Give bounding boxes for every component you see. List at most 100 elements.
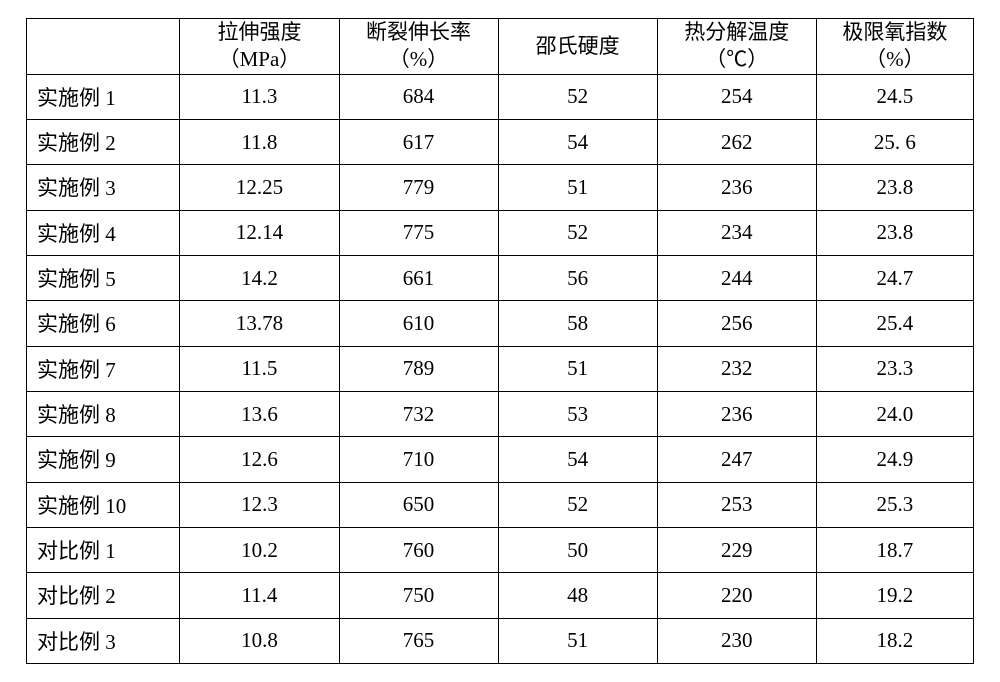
- cell-elongation: 710: [339, 437, 498, 482]
- header-unit: （℃）: [658, 46, 816, 73]
- cell-decomp-temp: 232: [657, 346, 816, 391]
- header-label: 拉伸强度: [180, 19, 338, 46]
- cell-elongation: 650: [339, 482, 498, 527]
- cell-tensile: 12.3: [180, 482, 339, 527]
- cell-tensile: 11.5: [180, 346, 339, 391]
- table-body: 实施例 111.36845225424.5实施例 211.86175426225…: [27, 74, 974, 663]
- cell-tensile: 11.4: [180, 573, 339, 618]
- cell-shore: 53: [498, 391, 657, 436]
- cell-loi: 24.0: [816, 391, 973, 436]
- table-row: 对比例 211.47504822019.2: [27, 573, 974, 618]
- cell-shore: 58: [498, 301, 657, 346]
- row-label: 实施例 8: [27, 391, 180, 436]
- cell-shore: 51: [498, 165, 657, 210]
- header-unit: （%）: [340, 46, 498, 73]
- cell-shore: 56: [498, 255, 657, 300]
- cell-tensile: 13.78: [180, 301, 339, 346]
- table-row: 实施例 711.57895123223.3: [27, 346, 974, 391]
- cell-decomp-temp: 234: [657, 210, 816, 255]
- cell-loi: 19.2: [816, 573, 973, 618]
- cell-loi: 24.7: [816, 255, 973, 300]
- row-label: 实施例 10: [27, 482, 180, 527]
- row-label: 实施例 6: [27, 301, 180, 346]
- cell-loi: 24.9: [816, 437, 973, 482]
- cell-elongation: 661: [339, 255, 498, 300]
- cell-tensile: 10.8: [180, 618, 339, 663]
- table-row: 实施例 111.36845225424.5: [27, 74, 974, 119]
- cell-elongation: 765: [339, 618, 498, 663]
- cell-decomp-temp: 244: [657, 255, 816, 300]
- cell-loi: 24.5: [816, 74, 973, 119]
- cell-loi: 23.8: [816, 210, 973, 255]
- table-row: 实施例 312.257795123623.8: [27, 165, 974, 210]
- cell-shore: 50: [498, 527, 657, 572]
- cell-decomp-temp: 254: [657, 74, 816, 119]
- table-row: 实施例 1012.36505225325.3: [27, 482, 974, 527]
- table-row: 实施例 813.67325323624.0: [27, 391, 974, 436]
- cell-loi: 25.4: [816, 301, 973, 346]
- cell-shore: 54: [498, 119, 657, 164]
- header-unit: （%）: [817, 46, 973, 73]
- cell-decomp-temp: 256: [657, 301, 816, 346]
- table-row: 实施例 211.86175426225. 6: [27, 119, 974, 164]
- header-label: 热分解温度: [658, 19, 816, 46]
- cell-shore: 52: [498, 210, 657, 255]
- cell-tensile: 10.2: [180, 527, 339, 572]
- cell-shore: 51: [498, 346, 657, 391]
- cell-shore: 48: [498, 573, 657, 618]
- cell-shore: 52: [498, 482, 657, 527]
- cell-elongation: 760: [339, 527, 498, 572]
- cell-elongation: 750: [339, 573, 498, 618]
- cell-loi: 23.3: [816, 346, 973, 391]
- row-label: 实施例 7: [27, 346, 180, 391]
- table-row: 对比例 310.87655123018.2: [27, 618, 974, 663]
- cell-decomp-temp: 236: [657, 165, 816, 210]
- cell-decomp-temp: 247: [657, 437, 816, 482]
- table-row: 实施例 514.26615624424.7: [27, 255, 974, 300]
- cell-decomp-temp: 253: [657, 482, 816, 527]
- cell-shore: 54: [498, 437, 657, 482]
- cell-elongation: 775: [339, 210, 498, 255]
- cell-tensile: 12.14: [180, 210, 339, 255]
- table-row: 实施例 912.67105424724.9: [27, 437, 974, 482]
- header-shore: 邵氏硬度: [498, 19, 657, 75]
- material-properties-table: 拉伸强度 （MPa） 断裂伸长率 （%） 邵氏硬度 热分解温度 （℃） 极限氧指…: [26, 18, 974, 664]
- cell-decomp-temp: 230: [657, 618, 816, 663]
- cell-tensile: 14.2: [180, 255, 339, 300]
- cell-elongation: 684: [339, 74, 498, 119]
- cell-elongation: 789: [339, 346, 498, 391]
- header-elongation: 断裂伸长率 （%）: [339, 19, 498, 75]
- table-header: 拉伸强度 （MPa） 断裂伸长率 （%） 邵氏硬度 热分解温度 （℃） 极限氧指…: [27, 19, 974, 75]
- header-label: 断裂伸长率: [340, 19, 498, 46]
- cell-loi: 23.8: [816, 165, 973, 210]
- cell-shore: 51: [498, 618, 657, 663]
- row-label: 实施例 4: [27, 210, 180, 255]
- row-label: 对比例 2: [27, 573, 180, 618]
- cell-tensile: 12.25: [180, 165, 339, 210]
- header-label: 邵氏硬度: [499, 33, 657, 60]
- table-row: 实施例 613.786105825625.4: [27, 301, 974, 346]
- row-label: 对比例 3: [27, 618, 180, 663]
- cell-elongation: 610: [339, 301, 498, 346]
- header-decomp-temp: 热分解温度 （℃）: [657, 19, 816, 75]
- row-label: 实施例 3: [27, 165, 180, 210]
- row-label: 实施例 9: [27, 437, 180, 482]
- cell-elongation: 732: [339, 391, 498, 436]
- cell-loi: 18.2: [816, 618, 973, 663]
- header-blank: [27, 19, 180, 75]
- cell-tensile: 11.3: [180, 74, 339, 119]
- cell-elongation: 779: [339, 165, 498, 210]
- cell-decomp-temp: 236: [657, 391, 816, 436]
- cell-loi: 18.7: [816, 527, 973, 572]
- header-loi: 极限氧指数 （%）: [816, 19, 973, 75]
- row-label: 对比例 1: [27, 527, 180, 572]
- cell-decomp-temp: 262: [657, 119, 816, 164]
- table-row: 对比例 110.27605022918.7: [27, 527, 974, 572]
- cell-loi: 25.3: [816, 482, 973, 527]
- row-label: 实施例 5: [27, 255, 180, 300]
- header-tensile: 拉伸强度 （MPa）: [180, 19, 339, 75]
- table-row: 实施例 412.147755223423.8: [27, 210, 974, 255]
- cell-decomp-temp: 229: [657, 527, 816, 572]
- cell-elongation: 617: [339, 119, 498, 164]
- header-label: 极限氧指数: [817, 19, 973, 46]
